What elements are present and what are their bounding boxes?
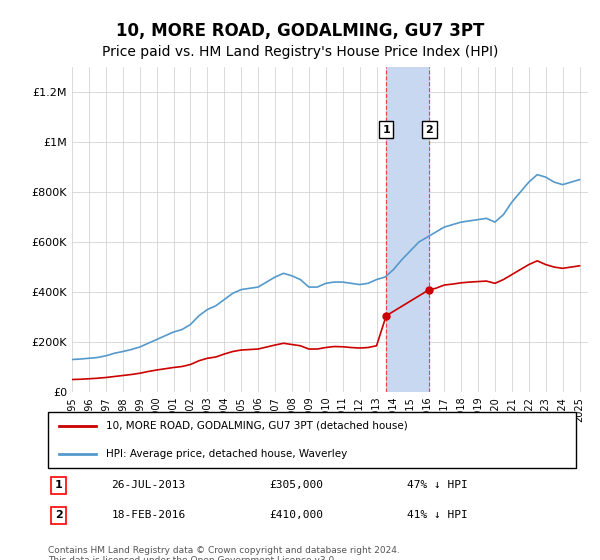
Text: 2: 2 — [425, 125, 433, 134]
Text: 26-JUL-2013: 26-JUL-2013 — [112, 480, 185, 490]
Text: 10, MORE ROAD, GODALMING, GU7 3PT: 10, MORE ROAD, GODALMING, GU7 3PT — [116, 22, 484, 40]
Text: 18-FEB-2016: 18-FEB-2016 — [112, 510, 185, 520]
FancyBboxPatch shape — [48, 412, 576, 468]
Text: 10, MORE ROAD, GODALMING, GU7 3PT (detached house): 10, MORE ROAD, GODALMING, GU7 3PT (detac… — [106, 421, 408, 431]
Text: 2: 2 — [55, 510, 62, 520]
Text: HPI: Average price, detached house, Waverley: HPI: Average price, detached house, Wave… — [106, 449, 347, 459]
Bar — [386, 67, 430, 392]
Text: 1: 1 — [55, 480, 62, 490]
Text: Price paid vs. HM Land Registry's House Price Index (HPI): Price paid vs. HM Land Registry's House … — [102, 45, 498, 59]
Text: £410,000: £410,000 — [270, 510, 324, 520]
Text: 47% ↓ HPI: 47% ↓ HPI — [407, 480, 468, 490]
Text: Contains HM Land Registry data © Crown copyright and database right 2024.
This d: Contains HM Land Registry data © Crown c… — [48, 546, 400, 560]
Text: 1: 1 — [382, 125, 390, 134]
Text: £305,000: £305,000 — [270, 480, 324, 490]
Text: 41% ↓ HPI: 41% ↓ HPI — [407, 510, 468, 520]
